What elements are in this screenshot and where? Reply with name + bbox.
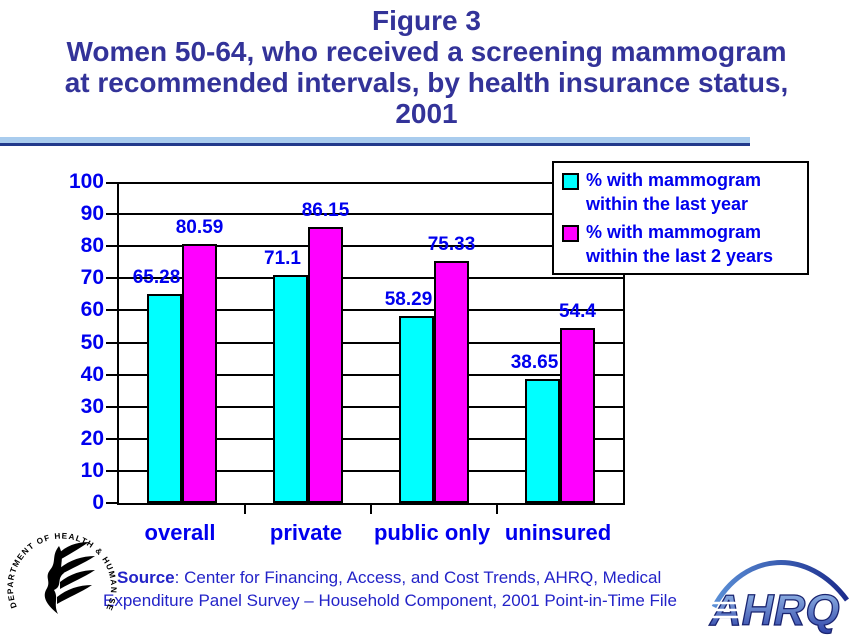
y-tick-70	[106, 277, 117, 280]
bar-overall-series1	[147, 293, 182, 503]
gridline-90	[119, 213, 623, 216]
x-tick-1	[244, 505, 246, 514]
x-axis-label-overall: overall	[144, 520, 216, 545]
value-label-overall-series2: 80.59	[175, 217, 224, 239]
y-axis-label-0: 0	[92, 491, 104, 514]
x-tick-3	[496, 505, 498, 514]
y-tick-0	[106, 502, 117, 504]
x-axis-label-private: private	[269, 520, 343, 545]
gridline-50	[119, 341, 623, 344]
value-label-public-only-series2: 75.33	[427, 234, 476, 256]
hhs-department-seal-icon: DEPARTMENT OF HEALTH & HUMAN SERVICES·US…	[2, 518, 117, 614]
y-tick-30	[106, 405, 117, 408]
source-line2: Expenditure Panel Survey – Household Com…	[103, 591, 677, 610]
legend-entry-label: % with mammogram within the last 2 years	[586, 222, 774, 266]
value-label-overall-series1: 65.28	[132, 266, 181, 288]
y-axis-label-10: 10	[80, 458, 104, 482]
plot-area: 65.28 80.59 71.1 86.15 58.29 75.33 38.65 54.4	[106, 182, 625, 514]
bar-private-series1	[273, 274, 308, 503]
gridline-10	[119, 469, 623, 472]
y-tick-60	[106, 309, 117, 312]
hhs-eagle-icon	[44, 542, 95, 614]
y-axis-label-50: 50	[80, 330, 104, 354]
source-note: Source: Center for Financing, Access, an…	[103, 566, 728, 612]
bar-private-series2	[308, 226, 343, 503]
y-tick-20	[106, 437, 117, 440]
ahrq-a-stripes	[709, 601, 742, 619]
y-axis-label-40: 40	[80, 362, 104, 386]
y-tick-80	[106, 245, 117, 248]
legend-entry-last-year: % with mammogram within the last year	[562, 168, 801, 216]
gridline-30	[119, 405, 623, 408]
value-label-private-series1: 71.1	[264, 247, 301, 269]
legend-swatch-cyan-icon	[562, 173, 579, 190]
legend-entry-label: % with mammogram within the last year	[586, 170, 762, 214]
bar-overall-series2	[182, 244, 217, 503]
legend-entry-last-2-years: % with mammogram within the last 2 years	[562, 220, 801, 268]
y-tick-40	[106, 373, 117, 376]
legend-swatch-magenta-icon	[562, 225, 579, 242]
title-underline	[0, 137, 750, 146]
y-tick-50	[106, 341, 117, 344]
chart-legend: % with mammogram within the last year % …	[552, 161, 809, 275]
bar-public-only-series2	[434, 261, 469, 503]
y-axis-label-30: 30	[80, 394, 104, 418]
y-tick-90	[106, 213, 117, 216]
gridline-20	[119, 437, 623, 440]
gridline-70	[119, 277, 623, 280]
gridline-100	[119, 182, 623, 184]
y-axis-label-80: 80	[80, 234, 104, 258]
bar-uninsured-series1	[525, 378, 560, 503]
y-tick-100	[106, 182, 117, 184]
source-label: Source	[117, 568, 175, 587]
gridline-60	[119, 309, 623, 312]
value-label-public-only-series1: 58.29	[384, 288, 433, 310]
value-label-uninsured-series1: 38.65	[510, 351, 559, 373]
bar-uninsured-series2	[560, 328, 595, 503]
y-axis-label-20: 20	[80, 426, 104, 450]
x-tick-2	[370, 505, 372, 514]
gridline-80	[119, 245, 623, 248]
figure-title: Figure 3 Women 50-64, who received a scre…	[64, 5, 789, 129]
ahrq-arc	[711, 560, 850, 609]
gridline-40	[119, 373, 623, 376]
value-label-uninsured-series2: 54.4	[559, 301, 596, 323]
y-axis-label-70: 70	[80, 266, 104, 290]
bar-public-only-series1	[399, 315, 434, 503]
y-axis-label-60: 60	[80, 298, 104, 322]
y-tick-10	[106, 469, 117, 472]
source-line1: : Center for Financing, Access, and Cost…	[174, 568, 662, 587]
value-label-private-series2: 86.15	[301, 199, 350, 221]
y-axis-label-90: 90	[80, 202, 104, 226]
x-axis-label-public-only: public only	[373, 520, 491, 545]
x-axis-label-uninsured: uninsured	[504, 520, 612, 545]
ahrq-logo-icon: AHRQ	[708, 560, 850, 636]
y-axis-label-100: 100	[68, 170, 104, 193]
